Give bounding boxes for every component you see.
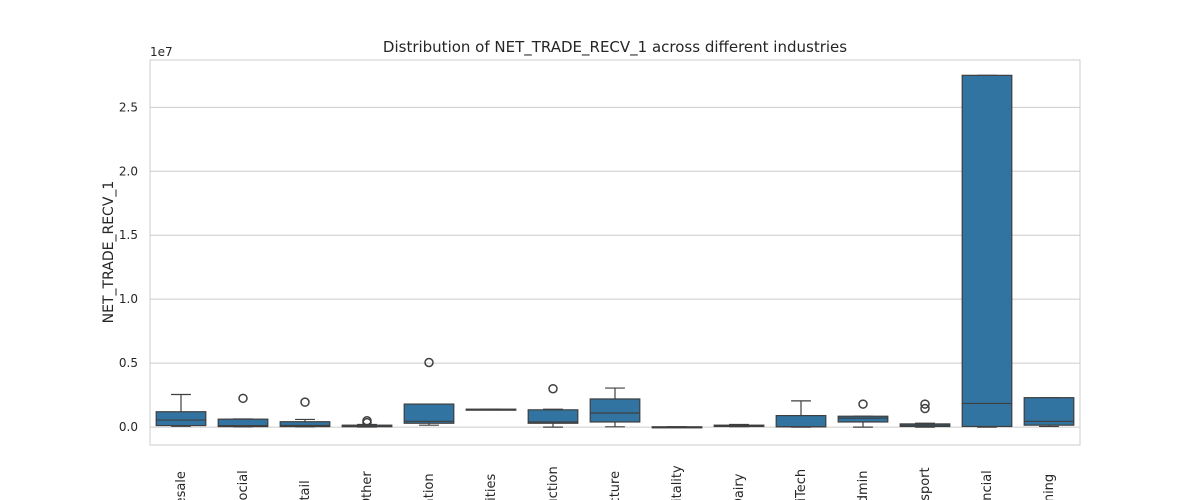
x-tick-label: ication: [422, 473, 437, 500]
outlier-point: [424, 357, 434, 368]
box-group: [837, 399, 889, 428]
y-tick-label: 2.5: [119, 100, 138, 114]
box-group: [651, 426, 703, 429]
y-axis-scale-label: 1e7: [150, 45, 173, 59]
iqr-box: [775, 414, 827, 428]
y-tick-label: 2.0: [119, 164, 138, 178]
box-group: [527, 383, 579, 428]
box-group: [217, 393, 269, 428]
box-group: [961, 74, 1013, 428]
iqr-box: [527, 409, 579, 424]
y-tick-label: 0.5: [119, 356, 138, 370]
iqr-box: [1023, 397, 1075, 426]
box-group: [713, 423, 765, 428]
x-tick-label: Mining: [1042, 474, 1057, 500]
box-group: [775, 400, 827, 428]
chart-title: Distribution of NET_TRADE_RECV_1 across …: [383, 38, 847, 57]
outlier-point: [920, 399, 930, 409]
box-group: [341, 415, 393, 428]
outlier-point: [858, 399, 868, 409]
outlier-point: [300, 397, 310, 407]
x-tick-label: Jtilities: [484, 474, 499, 500]
iqr-box: [837, 415, 889, 423]
y-axis-label: NET_TRADE_RECV_1: [101, 181, 117, 324]
x-tick-label: nSocial: [236, 470, 251, 500]
iqr-box: [589, 398, 641, 423]
iqr-box: [217, 418, 269, 428]
iqr-box: [961, 74, 1013, 428]
outlier-point: [920, 403, 930, 414]
plot-frame: [149, 59, 1081, 446]
x-tick-label: truction: [546, 466, 561, 500]
x-tick-label: - Dairy: [732, 473, 747, 500]
x-tick-label: ansport: [918, 467, 933, 500]
outlier-point: [548, 383, 558, 394]
x-tick-label: olesale: [174, 471, 189, 500]
x-tick-label: tAdmin: [856, 470, 871, 500]
x-tick-label: facture: [608, 471, 623, 500]
y-tick-label: 1.0: [119, 292, 138, 306]
x-tick-label: SciTech: [794, 469, 809, 500]
box-group: [1023, 397, 1075, 428]
y-tick-labels: 0.0 0.5 1.0 1.5 2.0 2.5: [119, 100, 138, 434]
box-group: [279, 397, 331, 428]
outlier-point: [238, 393, 248, 404]
iqr-box: [155, 411, 207, 427]
x-tick-label: spitality: [670, 465, 685, 500]
box-group: [899, 399, 951, 428]
box-group: [155, 393, 207, 427]
y-tick-label: 0.0: [119, 420, 138, 434]
iqr-box: [279, 421, 331, 428]
iqr-box: [403, 403, 455, 424]
box-group: [589, 387, 641, 428]
x-tick-label: - Other: [360, 471, 375, 500]
x-tick-label: nancial: [980, 470, 995, 500]
outlier-point: [362, 415, 372, 426]
box-group: [403, 357, 455, 426]
box-layer: [155, 74, 1075, 429]
x-tick-labels: olesale nSocial Retail - Other ication Jtilit…: [174, 465, 1057, 500]
grid-layer: [150, 106, 1080, 428]
box-group: [465, 408, 517, 411]
y-tick-label: 1.5: [119, 228, 138, 242]
x-tick-label: Retail: [298, 480, 313, 500]
